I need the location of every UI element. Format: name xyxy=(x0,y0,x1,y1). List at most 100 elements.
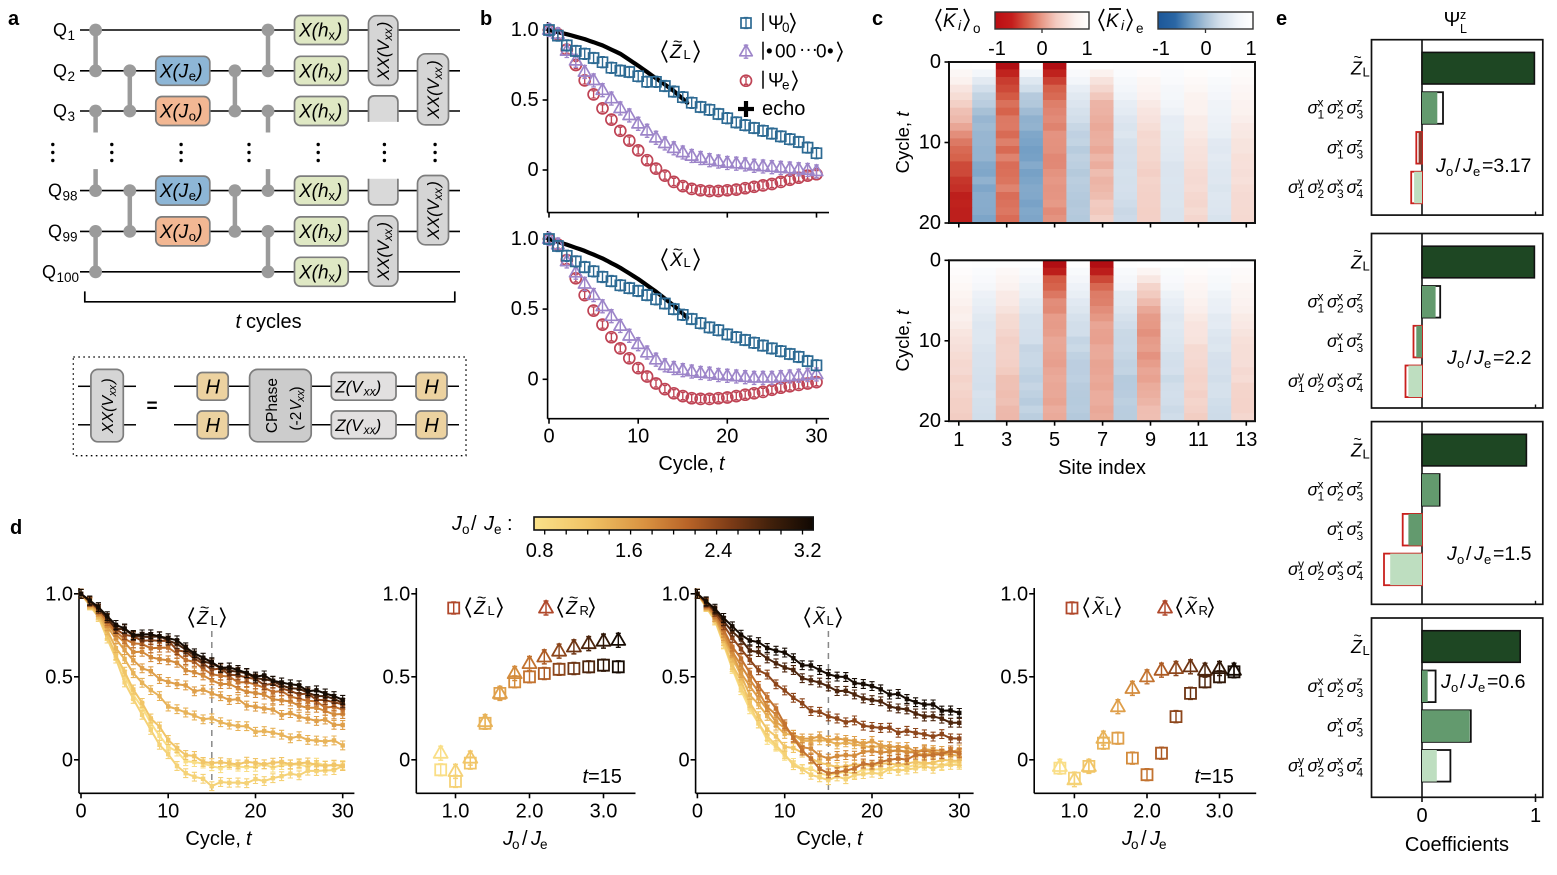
svg-text:0: 0 xyxy=(1416,805,1427,827)
svg-text:x: x xyxy=(1318,289,1324,303)
svg-text:Z: Z xyxy=(1350,637,1363,657)
svg-text:1: 1 xyxy=(1318,686,1325,700)
svg-text:K: K xyxy=(943,11,957,32)
svg-text:0.5: 0.5 xyxy=(1000,666,1028,688)
svg-text:x: x xyxy=(1337,175,1343,189)
svg-text:10: 10 xyxy=(157,800,179,822)
svg-text:2: 2 xyxy=(1337,686,1344,700)
svg-text:σ: σ xyxy=(1347,98,1359,118)
svg-text:σ: σ xyxy=(1308,177,1320,197)
svg-text:x: x xyxy=(1337,753,1343,767)
svg-text:z: z xyxy=(1357,369,1363,383)
svg-text:x: x xyxy=(1337,96,1343,110)
svg-text:0: 0 xyxy=(1200,38,1211,60)
svg-text:Z: Z xyxy=(473,598,486,618)
svg-text:0.5: 0.5 xyxy=(511,89,539,111)
svg-text:J: J xyxy=(483,513,495,535)
svg-text:b: b xyxy=(480,8,492,30)
svg-text:Q: Q xyxy=(53,101,67,121)
svg-text:3: 3 xyxy=(1357,341,1364,355)
svg-text:e: e xyxy=(540,837,548,852)
svg-text:/: / xyxy=(1466,347,1472,369)
svg-text:): ) xyxy=(374,377,382,396)
svg-text:x: x xyxy=(329,28,336,43)
svg-text:z: z xyxy=(1357,96,1363,110)
svg-text:σ: σ xyxy=(1347,331,1359,351)
svg-text:x: x xyxy=(1337,674,1343,688)
svg-text:): ) xyxy=(334,21,342,42)
svg-text:x: x xyxy=(1337,517,1343,531)
svg-text:σ: σ xyxy=(1347,137,1359,157)
svg-text:0.5: 0.5 xyxy=(382,666,410,688)
svg-text:σ: σ xyxy=(1327,98,1339,118)
svg-text:3: 3 xyxy=(1337,381,1344,395)
svg-text:···: ··· xyxy=(799,40,818,61)
svg-text:L: L xyxy=(1363,259,1370,274)
svg-text:e: e xyxy=(494,522,502,537)
svg-text:•: • xyxy=(827,42,834,63)
svg-text:1.0: 1.0 xyxy=(662,583,690,605)
svg-text:1: 1 xyxy=(1337,726,1344,740)
svg-text:y: y xyxy=(1298,557,1304,571)
svg-text:x: x xyxy=(1337,329,1343,343)
svg-text:3: 3 xyxy=(1357,529,1364,543)
svg-text:xx: xx xyxy=(431,66,445,80)
svg-text:=15: =15 xyxy=(588,766,622,788)
svg-text:20: 20 xyxy=(716,426,738,448)
svg-text:0.5: 0.5 xyxy=(662,666,690,688)
svg-text:y: y xyxy=(1318,369,1324,383)
svg-text:~: ~ xyxy=(1354,431,1362,447)
svg-text:y: y xyxy=(1318,753,1324,767)
svg-text:d: d xyxy=(10,517,22,539)
svg-text:cycles: cycles xyxy=(246,311,302,333)
svg-text:xx: xx xyxy=(381,28,395,42)
svg-text:3: 3 xyxy=(1357,489,1364,503)
svg-text:): ) xyxy=(334,181,342,202)
svg-text:Z: Z xyxy=(1350,441,1363,461)
svg-text:2: 2 xyxy=(1337,489,1344,503)
svg-text:x: x xyxy=(1337,477,1343,491)
svg-text:~: ~ xyxy=(477,590,486,607)
svg-text:00: 00 xyxy=(775,42,796,63)
svg-text:Coefficients: Coefficients xyxy=(1405,834,1509,856)
svg-text:~: ~ xyxy=(1354,628,1362,644)
svg-text:3: 3 xyxy=(1337,765,1344,779)
svg-text:σ: σ xyxy=(1308,291,1320,311)
svg-text:~: ~ xyxy=(816,600,825,617)
svg-text:t: t xyxy=(1194,766,1201,788)
svg-text:~: ~ xyxy=(200,600,209,617)
svg-text:t: t xyxy=(235,311,242,333)
svg-text:3: 3 xyxy=(1357,726,1364,740)
svg-text:H: H xyxy=(205,415,220,437)
svg-text:0: 0 xyxy=(816,42,827,63)
svg-text:J: J xyxy=(1462,155,1473,177)
svg-text:σ: σ xyxy=(1327,519,1339,539)
svg-text:X: X xyxy=(1091,598,1105,618)
svg-text:0: 0 xyxy=(527,159,538,181)
svg-text:σ: σ xyxy=(1308,676,1320,696)
svg-text:/: / xyxy=(1141,828,1147,850)
svg-text:x: x xyxy=(1318,674,1324,688)
svg-text:11: 11 xyxy=(1188,429,1209,451)
svg-text:o: o xyxy=(1451,680,1458,695)
svg-text:2: 2 xyxy=(1337,108,1344,122)
svg-text:20: 20 xyxy=(861,800,883,822)
svg-text:0: 0 xyxy=(75,800,86,822)
svg-text:o: o xyxy=(189,109,196,124)
svg-text:2: 2 xyxy=(1337,301,1344,315)
svg-text:0: 0 xyxy=(678,749,689,771)
svg-text:~: ~ xyxy=(1354,49,1362,65)
svg-text:V: V xyxy=(288,399,305,411)
svg-text:1.0: 1.0 xyxy=(382,583,410,605)
svg-text:4: 4 xyxy=(1357,569,1364,583)
svg-text:0: 0 xyxy=(543,426,554,448)
svg-text:X(h: X(h xyxy=(298,61,329,82)
svg-text:1: 1 xyxy=(1318,108,1325,122)
svg-text:X(h: X(h xyxy=(298,102,329,123)
svg-text:Site index: Site index xyxy=(1058,457,1146,479)
svg-text:): ) xyxy=(374,416,382,435)
svg-text:1.0: 1.0 xyxy=(511,19,539,41)
svg-text:3: 3 xyxy=(1357,301,1364,315)
svg-text:σ: σ xyxy=(1308,479,1320,499)
svg-text:): ) xyxy=(194,181,202,202)
